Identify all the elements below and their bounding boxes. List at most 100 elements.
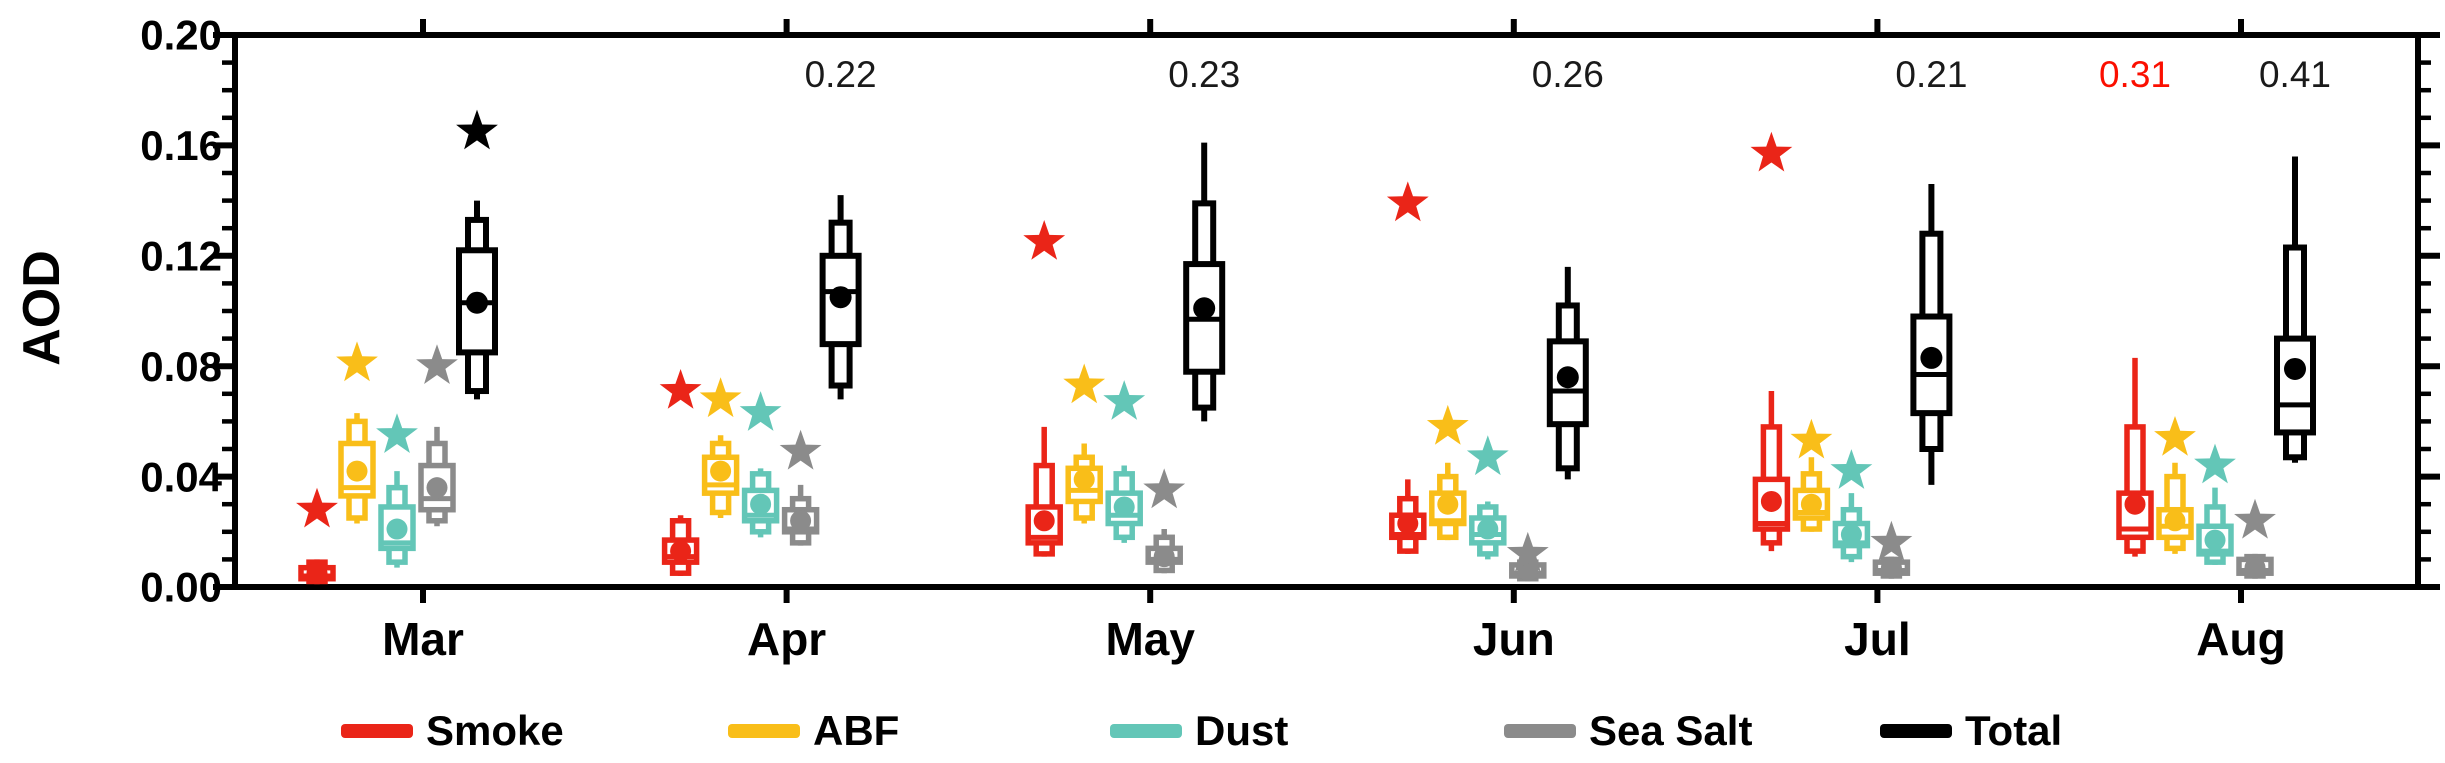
max-star (1063, 363, 1106, 404)
mean-dot (1113, 496, 1135, 518)
max-star (376, 413, 418, 453)
box-total-jun: 0.26 (1532, 54, 1604, 480)
max-star (1870, 520, 1913, 561)
mean-dot (306, 562, 328, 584)
legend-label: Sea Salt (1589, 707, 1753, 754)
box-abf-may (1063, 363, 1106, 524)
mean-dot (1920, 346, 1943, 369)
legend-label: Total (1965, 707, 2063, 754)
plot-frame (232, 32, 2421, 590)
box-total-jul: 0.21 (1895, 54, 1967, 485)
box-abf-aug (2154, 416, 2196, 554)
y-axis-title: AOD (13, 250, 71, 366)
mean-dot (426, 477, 448, 499)
mean-dot (2204, 529, 2226, 551)
mean-dot (1556, 366, 1579, 389)
box-smoke-may (1023, 220, 1066, 557)
legend-item-dust: Dust (1110, 708, 1288, 754)
legend-item-abf: ABF (728, 708, 899, 754)
max-star (1506, 531, 1549, 572)
box-smoke-mar (296, 487, 338, 585)
max-star (1790, 418, 1833, 459)
box-sea-salt-may (1143, 468, 1186, 574)
box-abf-jun (1426, 404, 1469, 541)
series-smoke: 0.31 (296, 54, 2171, 585)
series-abf (336, 341, 2196, 554)
max-star (456, 109, 498, 150)
y-tick-label: 0.12 (140, 233, 222, 280)
offscale-max-label: 0.22 (805, 54, 877, 95)
mean-dot (1840, 524, 1862, 546)
mean-dot (1033, 510, 1055, 532)
legend-swatch-icon (1880, 724, 1952, 738)
mean-dot (1477, 518, 1499, 540)
mean-dot (1397, 513, 1419, 535)
mean-dot (2124, 493, 2146, 515)
box-sea-salt-aug (2234, 498, 2276, 579)
y-tick-label: 0.00 (140, 564, 222, 611)
mean-dot (670, 540, 692, 562)
legend-label: Smoke (426, 707, 564, 754)
box-smoke-aug: 0.31 (2099, 54, 2171, 557)
max-star (2154, 416, 2196, 456)
series-dust (376, 380, 2236, 568)
y-tick-label: 0.04 (140, 453, 222, 500)
box-total-may: 0.23 (1168, 54, 1240, 422)
mean-dot (790, 510, 812, 532)
max-star (2194, 443, 2236, 484)
offscale-max-label: 0.23 (1168, 54, 1240, 95)
legend-swatch-icon (341, 724, 413, 738)
mean-dot (2164, 510, 2186, 532)
max-star (1750, 131, 1793, 172)
max-star (1103, 380, 1146, 420)
x-tick-label-month: Jun (1473, 613, 1555, 665)
y-tick-label: 0.16 (140, 122, 222, 169)
mean-dot (1153, 546, 1175, 568)
series-total: 0.22 0.23 0.26 0.21 0.41 (456, 54, 2331, 485)
box-sea-salt-mar (416, 344, 458, 527)
legend-item-total: Total (1880, 708, 2062, 754)
box-dust-apr (739, 391, 782, 538)
max-star (2234, 498, 2276, 539)
box-dust-jun (1466, 435, 1509, 560)
y-tick-label: 0.08 (140, 343, 222, 390)
box-sea-salt-apr (779, 429, 822, 546)
box-abf-mar (336, 341, 378, 524)
mean-dot (710, 460, 732, 482)
mean-dot (750, 493, 772, 515)
box-total-mar (456, 109, 498, 400)
box-abf-apr (699, 377, 742, 518)
legend-label: Dust (1195, 707, 1289, 754)
max-star (739, 391, 782, 431)
mean-dot (1193, 297, 1216, 320)
box-smoke-apr (659, 369, 702, 576)
legend-item-smoke: Smoke (341, 708, 564, 754)
mean-dot (1800, 493, 1822, 515)
mean-dot (1760, 490, 1782, 512)
max-star (699, 377, 742, 418)
offscale-max-label: 0.26 (1532, 54, 1604, 95)
box-dust-may (1103, 380, 1146, 543)
mean-dot (386, 518, 408, 540)
x-tick-label-month: Mar (382, 613, 464, 665)
legend-swatch-icon (1110, 724, 1182, 738)
max-star (659, 369, 702, 409)
box-total-aug: 0.41 (2259, 54, 2331, 463)
legend-swatch-icon (728, 724, 800, 738)
max-star (1830, 449, 1873, 489)
x-tick-label-month: Aug (2196, 613, 2285, 665)
legend-label: ABF (813, 707, 900, 754)
mean-dot (1073, 468, 1095, 490)
series-sea-salt (416, 344, 2276, 582)
mean-dot (2284, 357, 2306, 380)
max-star (1426, 404, 1469, 445)
box-dust-mar (376, 413, 418, 568)
max-star (336, 341, 378, 382)
mean-dot (1437, 493, 1459, 515)
offscale-max-label: 0.31 (2099, 54, 2171, 95)
max-star (416, 344, 458, 384)
box-total-apr: 0.22 (805, 54, 877, 400)
x-tick-label-month: Jul (1844, 613, 1910, 665)
